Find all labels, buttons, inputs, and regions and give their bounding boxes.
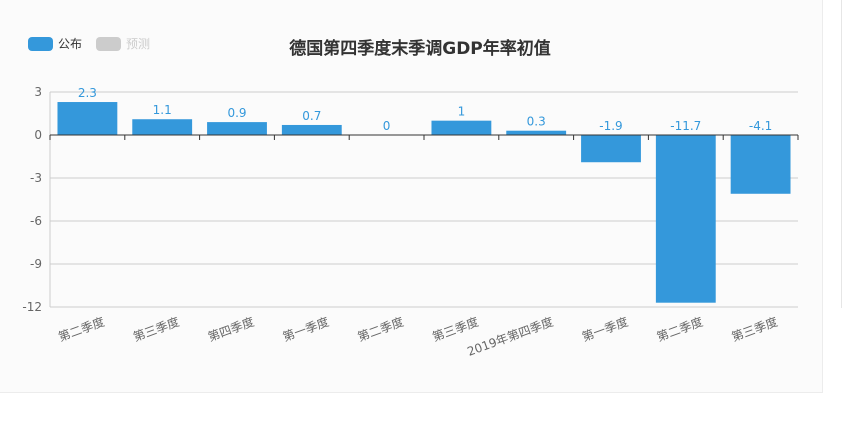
x-tick-label: 第一季度: [281, 314, 331, 345]
bar: [207, 122, 267, 135]
data-label: 0.7: [302, 109, 321, 123]
data-label: 1.1: [153, 103, 172, 117]
y-tick-label: -12: [22, 300, 42, 314]
data-label: 0.9: [227, 106, 246, 120]
bar: [581, 135, 641, 163]
legend-item-forecast[interactable]: 预测: [96, 35, 150, 52]
bar: [132, 119, 193, 135]
y-tick-label: -3: [30, 171, 42, 185]
legend-swatch-forecast: [96, 36, 122, 51]
x-tick-label: 第二季度: [56, 314, 106, 345]
bar: [281, 124, 342, 135]
x-tick-label: 第四季度: [206, 314, 256, 345]
x-tick-label: 第三季度: [729, 314, 779, 345]
bar: [655, 135, 716, 303]
right-scroll-strip: [841, 0, 847, 308]
legend-item-published[interactable]: 公布: [28, 35, 82, 52]
x-tick-label: 第二季度: [355, 314, 405, 345]
data-label: -1.9: [599, 119, 622, 133]
bar: [431, 120, 492, 135]
data-label: -11.7: [670, 119, 701, 133]
x-tick-label: 第三季度: [430, 314, 480, 345]
data-label: 0.3: [527, 115, 546, 129]
bar: [57, 102, 118, 135]
chart-title: 德国第四季度末季调GDP年率初值: [289, 39, 551, 59]
x-tick-label: 2019年第四季度: [465, 314, 555, 359]
data-label: -4.1: [749, 119, 772, 133]
legend: 公布 预测: [28, 35, 164, 52]
y-tick-label: -6: [30, 214, 42, 228]
data-label: 1: [458, 105, 466, 119]
bar: [730, 135, 791, 194]
y-tick-label: 0: [34, 128, 42, 142]
bar: [506, 130, 567, 135]
y-tick-label: 3: [34, 85, 42, 99]
y-tick-label: -9: [30, 257, 42, 271]
x-tick-label: 第二季度: [655, 314, 705, 345]
x-tick-label: 第三季度: [131, 314, 181, 345]
x-tick-label: 第一季度: [580, 314, 630, 345]
legend-label-forecast: 预测: [126, 37, 151, 51]
legend-swatch-published: [28, 36, 53, 51]
data-label: 0: [383, 119, 391, 133]
data-label: 2.3: [78, 86, 97, 100]
legend-label-published: 公布: [58, 37, 83, 51]
